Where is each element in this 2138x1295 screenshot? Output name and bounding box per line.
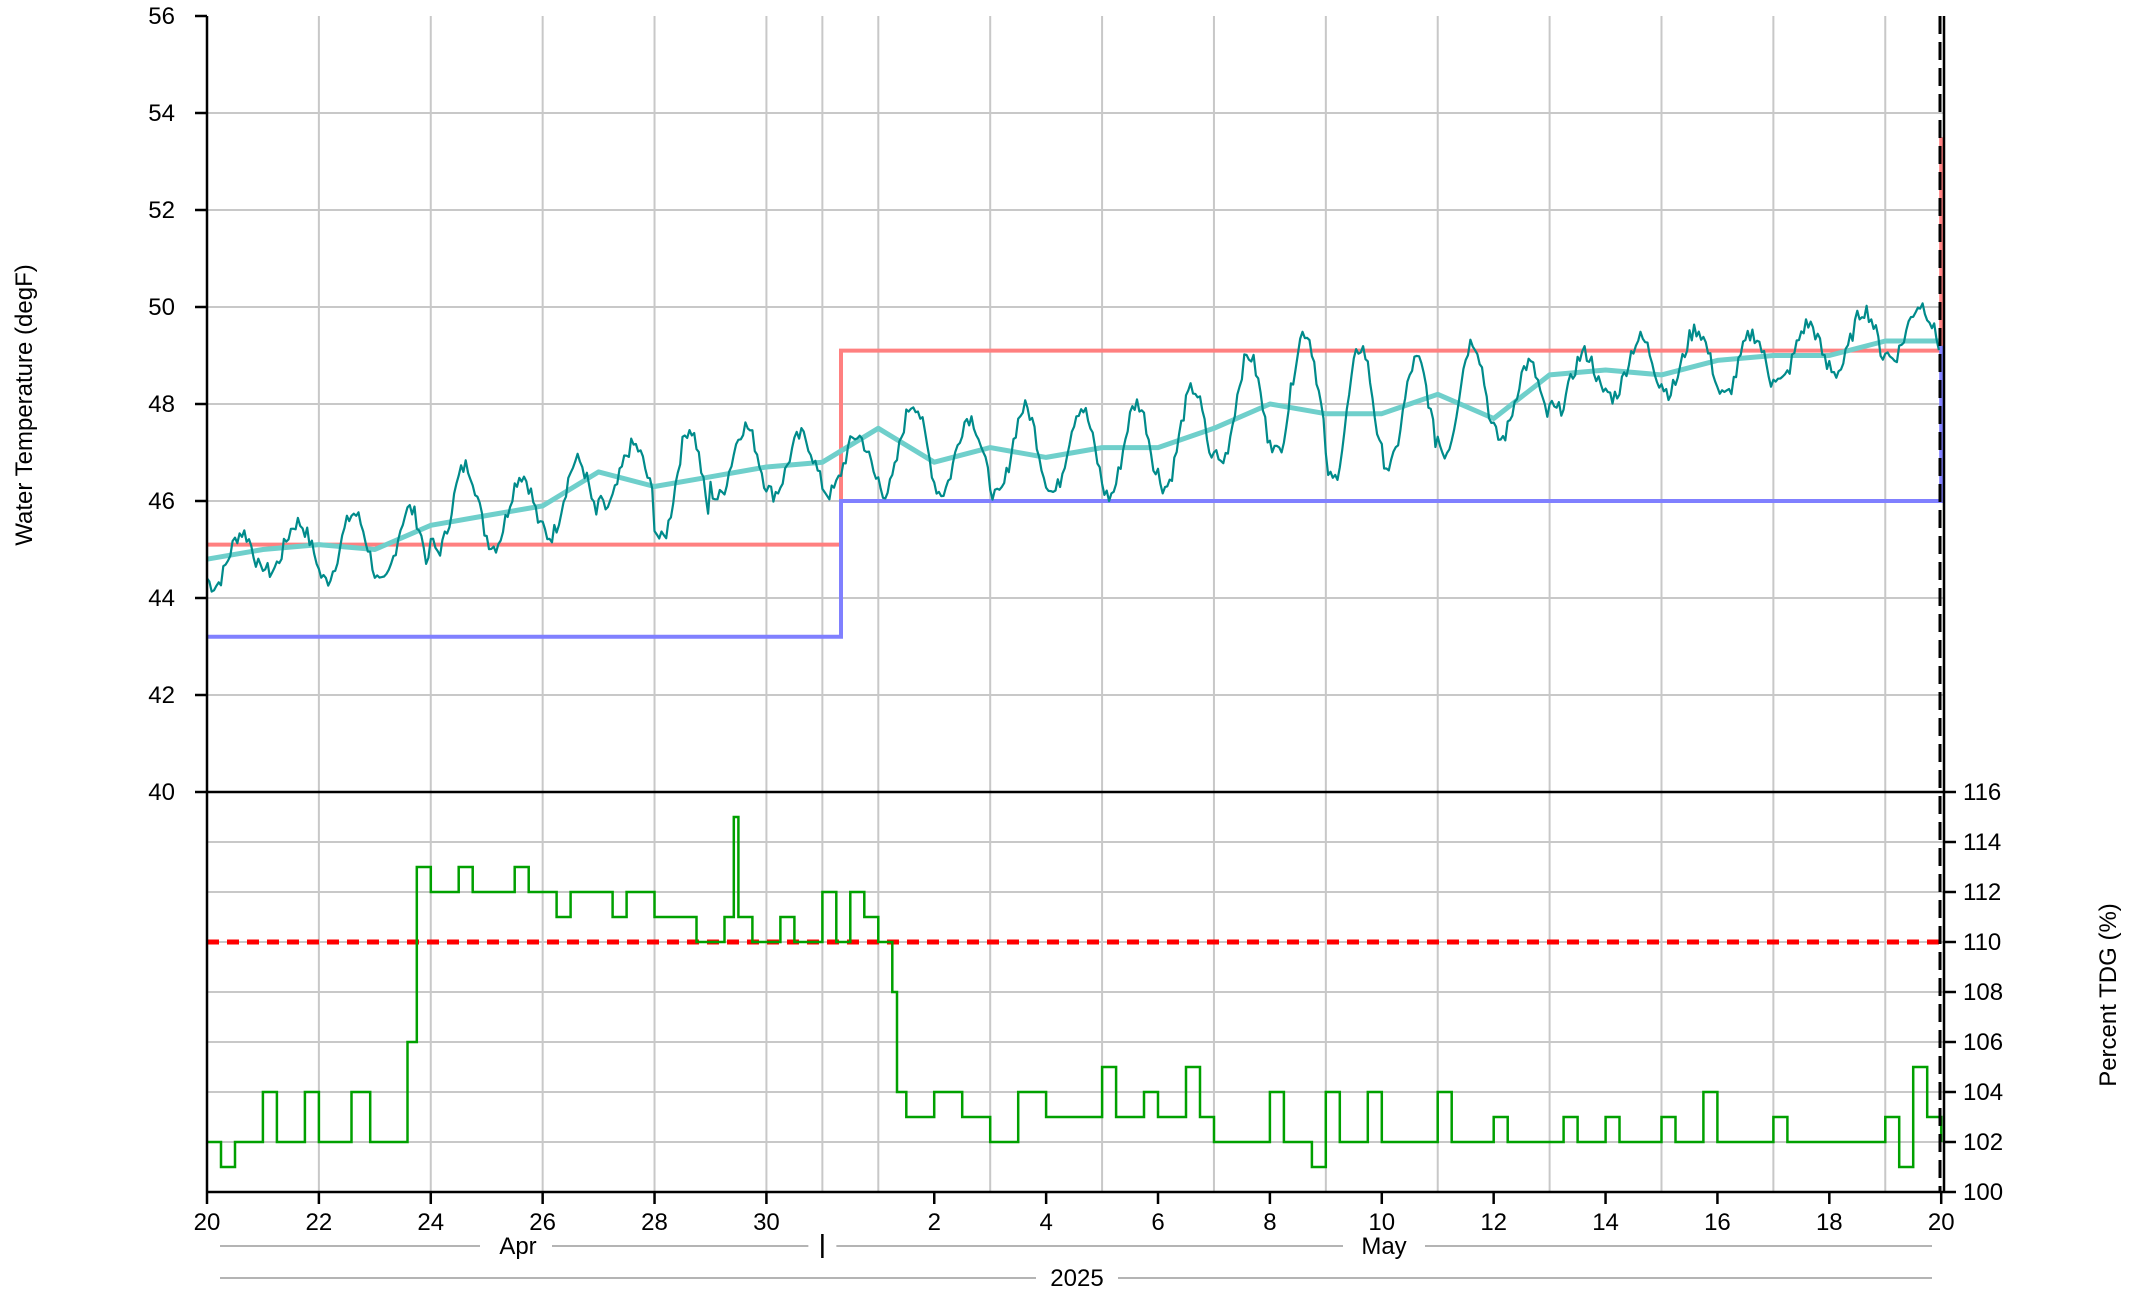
- x-tick-label-2: 24: [417, 1209, 444, 1236]
- x-tick-label-11: 12: [1480, 1209, 1507, 1236]
- x-tick-label-10: 10: [1368, 1209, 1395, 1236]
- upper-criterion-line: [207, 137, 1944, 547]
- bottom-y-tick-label-114: 114: [1963, 829, 2001, 856]
- bottom-y-tick-label-100: 100: [1963, 1179, 2003, 1206]
- x-tick-label-13: 16: [1704, 1209, 1731, 1236]
- x-tick-label-9: 8: [1263, 1209, 1276, 1236]
- tdg-line: [207, 815, 1943, 1169]
- x-tick-label-4: 28: [641, 1209, 668, 1236]
- top-y-tick-label-48: 48: [148, 391, 175, 418]
- x-tick-label-14: 18: [1816, 1209, 1843, 1236]
- top-y-tick-label-52: 52: [148, 197, 175, 224]
- bottom-y-tick-label-102: 102: [1963, 1129, 2003, 1156]
- x-tick-label-7: 4: [1039, 1209, 1052, 1236]
- top-y-tick-label-50: 50: [148, 294, 175, 321]
- lower-criterion-line: [207, 345, 1944, 639]
- x-tick-label-6: 2: [928, 1209, 941, 1236]
- grid-layer: [207, 16, 1944, 1192]
- top-y-tick-label-44: 44: [148, 585, 175, 612]
- x-tick-label-0: 20: [194, 1209, 221, 1236]
- top-y-tick-label-42: 42: [148, 682, 175, 709]
- x-tick-label-15: 20: [1928, 1209, 1955, 1236]
- top-y-tick-label-54: 54: [148, 100, 175, 127]
- x-tick-label-5: 30: [753, 1209, 780, 1236]
- bottom-y-tick-label-112: 112: [1963, 879, 2001, 906]
- bottom-y-tick-label-116: 116: [1963, 779, 2001, 806]
- daily-average-line: [206, 338, 1942, 562]
- x-tick-label-1: 22: [306, 1209, 333, 1236]
- month-label-apr: Apr: [499, 1233, 536, 1260]
- axes-layer: 4042444648505254561001021041061081101121…: [148, 3, 2003, 1279]
- x-tick-label-3: 26: [529, 1209, 556, 1236]
- top-y-tick-label-40: 40: [148, 779, 175, 806]
- x-tick-label-12: 14: [1592, 1209, 1619, 1236]
- top-y-axis-title: Water Temperature (degF): [11, 264, 38, 545]
- bottom-y-axis-title: Percent TDG (%): [2095, 903, 2122, 1087]
- labels-layer: Water Temperature (degF) Percent TDG (%)…: [11, 264, 2122, 1292]
- top-y-tick-label-46: 46: [148, 488, 175, 515]
- x-tick-label-8: 6: [1151, 1209, 1164, 1236]
- top-y-tick-label-56: 56: [148, 3, 175, 30]
- bottom-y-tick-label-106: 106: [1963, 1029, 2003, 1056]
- hourly-temperature-line: [206, 302, 1940, 593]
- series-layer: [206, 137, 1944, 1169]
- bottom-y-tick-label-110: 110: [1963, 929, 2001, 956]
- bottom-y-tick-label-108: 108: [1963, 979, 2003, 1006]
- month-label-may: May: [1361, 1233, 1406, 1260]
- year-label: 2025: [1050, 1265, 1103, 1290]
- bottom-y-tick-label-104: 104: [1963, 1079, 2003, 1106]
